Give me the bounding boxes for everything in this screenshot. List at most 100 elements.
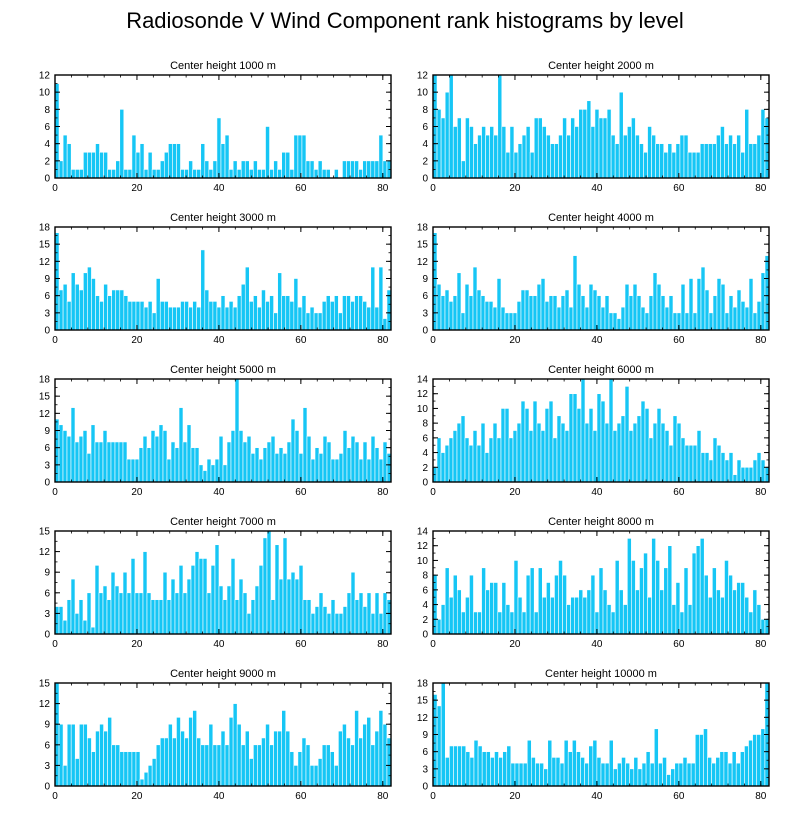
- histogram-bar: [188, 306, 193, 331]
- y-tick-label: 6: [44, 122, 50, 133]
- y-tick-label: 6: [44, 291, 50, 302]
- histogram-bar: [228, 717, 234, 787]
- histogram-bar: [631, 560, 636, 635]
- histogram-bar: [314, 606, 320, 635]
- histogram-bar: [493, 134, 499, 179]
- histogram-bar: [147, 765, 153, 787]
- histogram-bar: [249, 301, 254, 331]
- histogram-bar: [150, 430, 156, 483]
- histogram-bar: [198, 464, 204, 483]
- y-tick-label: 8: [422, 571, 428, 582]
- histogram-bar: [544, 301, 550, 331]
- histogram-bar: [350, 160, 355, 179]
- histogram-bar: [94, 565, 100, 635]
- x-tick-label: 60: [295, 487, 307, 498]
- histogram-bar: [652, 422, 658, 483]
- histogram-bar: [269, 169, 274, 179]
- y-tick-label: 12: [417, 541, 429, 552]
- histogram-bar: [574, 126, 580, 179]
- histogram-bar: [354, 160, 359, 179]
- histogram-bar: [342, 160, 347, 179]
- histogram-bar: [338, 312, 343, 331]
- histogram-bar: [744, 109, 750, 179]
- histogram-bar: [644, 408, 650, 483]
- histogram-bar: [258, 565, 264, 635]
- histogram-bar: [350, 744, 355, 787]
- x-tick-label: 40: [213, 335, 225, 346]
- histogram-bar: [564, 430, 570, 483]
- histogram-bar: [74, 758, 80, 787]
- y-tick-label: 9: [422, 274, 428, 285]
- histogram-bar: [678, 762, 684, 787]
- histogram-bar: [277, 272, 282, 331]
- histogram-bar: [748, 466, 754, 483]
- histogram-bar: [139, 778, 145, 787]
- histogram-bar: [558, 134, 563, 179]
- histogram-bar: [700, 266, 706, 331]
- histogram-bar: [216, 117, 222, 179]
- x-tick-label: 40: [591, 791, 603, 802]
- histogram-bar: [723, 751, 729, 787]
- x-tick-label: 60: [295, 183, 307, 194]
- histogram-bar: [656, 408, 662, 483]
- histogram-bar: [592, 289, 598, 331]
- histogram-bar: [684, 312, 690, 331]
- histogram-bar: [126, 458, 132, 483]
- histogram-bar: [608, 312, 614, 331]
- histogram-bar: [461, 611, 466, 635]
- histogram-bar: [78, 723, 84, 787]
- histogram-bar: [246, 613, 252, 635]
- x-tick-label: 20: [509, 487, 521, 498]
- histogram-bar: [732, 143, 737, 179]
- histogram-bar: [752, 589, 758, 635]
- histogram-bar: [297, 134, 303, 179]
- histogram-bar: [736, 289, 742, 331]
- histogram-bar: [436, 283, 442, 331]
- histogram-bar: [346, 737, 351, 787]
- histogram-bar: [473, 611, 478, 635]
- histogram-bar: [662, 757, 667, 787]
- histogram-bar: [78, 435, 84, 483]
- histogram-bar: [78, 289, 84, 331]
- histogram-bar: [643, 151, 648, 179]
- histogram-bar: [552, 437, 558, 483]
- histogram-bar: [366, 160, 372, 179]
- histogram-bar: [322, 606, 328, 635]
- histogram-bar: [222, 599, 228, 635]
- histogram-bar: [138, 447, 144, 483]
- histogram-bar: [564, 289, 570, 331]
- y-tick-label: 4: [422, 139, 428, 150]
- y-tick-label: 12: [39, 257, 51, 268]
- histogram-bar: [265, 723, 270, 787]
- y-tick-label: 0: [44, 630, 50, 641]
- histogram-bar: [293, 134, 299, 179]
- histogram-bar: [236, 169, 242, 179]
- y-tick-label: 0: [44, 782, 50, 793]
- histogram-bar: [278, 578, 284, 635]
- histogram-bar: [242, 592, 248, 635]
- histogram-bar: [604, 762, 610, 787]
- histogram-bar: [683, 134, 689, 179]
- histogram-bar: [119, 751, 125, 787]
- histogram-bar: [560, 422, 566, 483]
- y-tick-label: 6: [422, 585, 428, 596]
- histogram-bar: [716, 278, 722, 331]
- histogram-bar: [164, 151, 169, 179]
- histogram-bar: [273, 312, 278, 331]
- histogram-bar: [342, 606, 348, 635]
- histogram-bar: [440, 682, 446, 787]
- histogram-bar: [473, 739, 479, 787]
- histogram-bar: [494, 751, 499, 787]
- histogram-bar: [290, 571, 296, 635]
- histogram-bar: [115, 289, 121, 331]
- x-tick-label: 80: [755, 487, 767, 498]
- histogram-bar: [70, 407, 76, 483]
- histogram-bar: [572, 255, 578, 331]
- histogram-bar: [700, 452, 706, 483]
- y-tick-label: 18: [417, 223, 429, 234]
- panel-title: Center height 8000 m: [548, 516, 654, 528]
- histogram-bar: [202, 470, 208, 483]
- histogram-bar: [159, 301, 165, 331]
- histogram-bar: [694, 734, 700, 787]
- histogram-bar: [62, 619, 68, 635]
